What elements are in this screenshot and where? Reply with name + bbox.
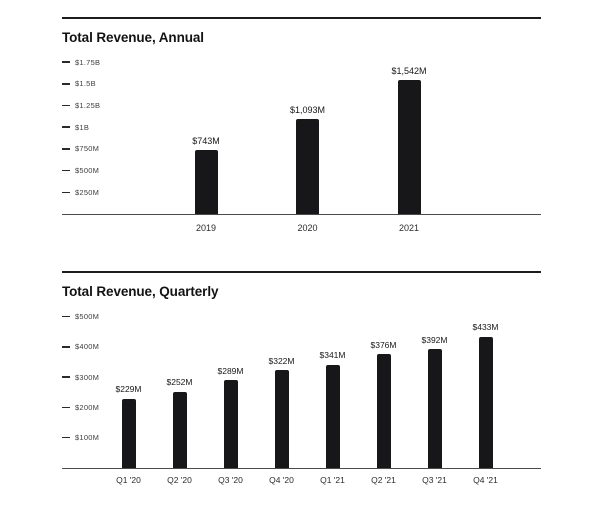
y-axis-tick-mark [62, 169, 70, 172]
y-axis-tick-label: $1.5B [75, 79, 96, 89]
revenue-bar [172, 391, 187, 468]
bar-value-label: $229M [115, 384, 142, 395]
x-axis-category-label: Q3 '21 [422, 475, 447, 485]
revenue-bar [325, 364, 340, 468]
quarterly-revenue-chart-section: Total Revenue, Quarterly $500M $400M $300M… [62, 264, 541, 504]
x-axis-category-label: 2019 [195, 223, 217, 233]
x-axis-category-label: Q1 '21 [320, 475, 345, 485]
y-axis-tick-label: $1.25B [75, 101, 101, 110]
revenue-bar [427, 349, 442, 468]
revenue-bar [121, 398, 136, 468]
annual-revenue-chart-section: Total Revenue, Annual $1.75B $1.5B $1.25B $… [62, 10, 541, 260]
x-axis-category-label: 2020 [297, 223, 318, 233]
x-axis-category-label: Q4 '20 [269, 475, 294, 485]
revenue-bar [223, 380, 238, 468]
y-axis-tick-mark [62, 126, 70, 128]
bar-value-label: $252M [166, 377, 193, 388]
y-axis-tick-mark [62, 376, 70, 378]
bar-value-label: $322M [268, 355, 295, 366]
bar-value-label: $289M [217, 365, 244, 376]
y-axis-tick-label: $1B [75, 122, 90, 132]
y-axis-tick-mark [62, 346, 70, 348]
revenue-bar [194, 149, 218, 214]
bar-value-label: $1,093M [289, 105, 326, 116]
revenue-bar [274, 370, 289, 468]
bar-value-label: $376M [370, 339, 397, 350]
y-axis-tick-mark [62, 191, 70, 194]
y-axis-tick-label: $300M [75, 372, 100, 382]
annual-chart-plot: $1.75B $1.5B $1.25B $1B $750M $500M $250M $743M… [62, 10, 541, 260]
annual-chart-title: Total Revenue, Annual [62, 30, 204, 45]
y-axis-tick-label: $400M [75, 342, 100, 352]
y-axis-tick-label: $100M [75, 433, 100, 443]
y-axis-tick-mark [62, 315, 70, 318]
y-axis-tick-mark [62, 436, 70, 439]
y-axis-tick-mark [62, 104, 70, 107]
y-axis-tick-label: $200M [75, 402, 100, 412]
y-axis-tick-label: $500M [75, 166, 100, 176]
y-axis-tick-mark [62, 61, 70, 63]
x-axis-category-label: Q3 '20 [218, 475, 243, 485]
x-axis-category-label: Q4 '21 [473, 475, 498, 485]
quarterly-chart-plot: $500M $400M $300M $200M $100M $229M Q1 '20 $252… [62, 264, 541, 504]
y-axis-tick-label: $750M [75, 144, 100, 154]
quarterly-chart-title: Total Revenue, Quarterly [62, 284, 219, 299]
y-axis-tick-mark [62, 148, 70, 150]
y-axis-tick-mark [62, 406, 70, 409]
bar-value-label: $392M [421, 334, 448, 345]
x-axis-category-label: Q2 '21 [371, 475, 396, 485]
x-axis-category-label: Q1 '20 [116, 475, 141, 485]
revenue-bar [376, 354, 391, 468]
x-axis-category-label: Q2 '20 [167, 475, 192, 485]
bar-value-label: $341M [319, 350, 346, 361]
revenue-bar [397, 80, 421, 214]
revenue-bar [296, 119, 319, 214]
y-axis-tick-label: $1.75B [75, 57, 101, 67]
revenue-bar [478, 336, 493, 468]
x-axis-baseline [62, 468, 541, 469]
y-axis-tick-mark [62, 83, 70, 85]
x-axis-baseline [62, 214, 541, 215]
y-axis-tick-label: $250M [75, 187, 100, 197]
section-divider-line [62, 271, 541, 273]
bar-value-label: $743M [192, 135, 220, 146]
x-axis-category-label: 2021 [398, 223, 420, 233]
bar-value-label: $433M [472, 322, 499, 333]
y-axis-tick-label: $500M [75, 312, 100, 321]
bar-value-label: $1,542M [391, 66, 427, 77]
section-divider-line [62, 17, 541, 19]
